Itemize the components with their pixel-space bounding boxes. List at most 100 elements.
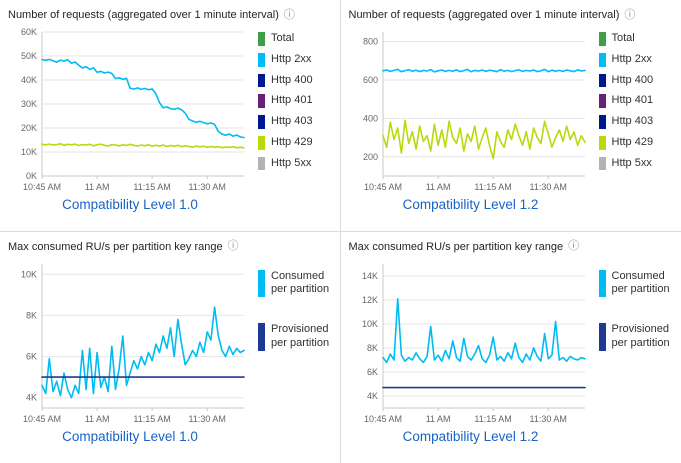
chart-title-row: Max consumed RU/s per partition key rang…: [8, 238, 334, 256]
series-line-http-2xx: [381, 68, 586, 73]
series-line-http-429: [41, 143, 245, 149]
y-tick-label: 8K: [366, 343, 377, 353]
y-tick-label: 6K: [26, 351, 37, 361]
y-tick-label: 6K: [366, 367, 377, 377]
y-tick-label: 800: [362, 37, 377, 47]
legend-item-http-2xx[interactable]: Http 2xx: [598, 52, 676, 67]
chart-body: 4K 6K 8K 10K 12K 14K 10:45 AM 11 AM 11:15 AM 11:3…: [349, 256, 676, 428]
x-tick-label: 11:15 AM: [133, 182, 170, 192]
chart-legend: Consumed per partition Provisioned per pa…: [593, 256, 676, 351]
legend-item-http-2xx[interactable]: Http 2xx: [258, 52, 334, 67]
series-line-consumed-per-partition: [41, 305, 245, 398]
series-line-consumed-per-partition: [381, 297, 586, 363]
legend-item-http-5xx[interactable]: Http 5xx: [258, 156, 334, 171]
legend-swatch: [258, 269, 265, 297]
chart-title: Max consumed RU/s per partition key rang…: [348, 240, 564, 253]
y-tick-label: 4K: [26, 392, 37, 402]
x-tick-label: 11:30 AM: [529, 182, 566, 192]
x-tick-label: 11:30 AM: [529, 414, 566, 424]
legend-label: Http 2xx: [611, 52, 652, 65]
legend-label: Consumed per partition: [271, 269, 330, 296]
chart-body: 0K 10K 20K 30K 40K 50K 60K 10:45 AM 11 AM 11:15 A…: [8, 24, 334, 196]
series-line-http-429: [381, 119, 586, 160]
legend-swatch: [598, 52, 606, 67]
legend-label: Http 5xx: [271, 156, 312, 169]
line-chart: 4K 6K 8K 10K 12K 14K 10:45 AM 11 AM 11:15 AM 11:3…: [349, 256, 593, 428]
legend-item-provisioned-per-partition[interactable]: Provisioned per partition: [598, 323, 676, 351]
legend-item-http-403[interactable]: Http 403: [258, 115, 334, 129]
chart-panel-requests-level-1-2: Number of requests (aggregated over 1 mi…: [340, 0, 681, 232]
legend-swatch: [598, 32, 606, 46]
legend-label: Http 403: [611, 115, 654, 127]
legend-swatch: [598, 269, 606, 297]
chart-title: Number of requests (aggregated over 1 mi…: [348, 9, 620, 21]
legend-swatch: [258, 32, 265, 46]
chart-body: 200 400 600 800 10:45 AM 11 AM 11:15 AM 11:30 A…: [349, 24, 676, 196]
legend-swatch: [258, 156, 265, 171]
chart-title: Max consumed RU/s per partition key rang…: [8, 240, 223, 253]
legend-item-consumed-per-partition[interactable]: Consumed per partition: [258, 269, 334, 297]
legend-item-http-403[interactable]: Http 403: [598, 115, 676, 129]
legend-item-consumed-per-partition[interactable]: Consumed per partition: [598, 269, 676, 297]
legend-label: Http 403: [271, 115, 313, 127]
info-icon[interactable]: ⓘ: [227, 240, 239, 252]
legend-item-provisioned-per-partition[interactable]: Provisioned per partition: [258, 323, 334, 351]
legend-item-total[interactable]: Total: [598, 32, 676, 46]
x-tick-label: 11 AM: [425, 182, 450, 192]
line-chart: 0K 10K 20K 30K 40K 50K 60K 10:45 AM 11 AM 11:15 A…: [8, 24, 252, 196]
legend-item-http-401[interactable]: Http 401: [598, 94, 676, 108]
chart-caption: Compatibility Level 1.2: [402, 428, 539, 444]
x-tick-label: 10:45 AM: [363, 182, 401, 192]
x-tick-label: 11:30 AM: [189, 414, 226, 424]
x-tick-label: 11 AM: [425, 414, 450, 424]
legend-label: Http 2xx: [271, 52, 312, 65]
legend-label: Http 429: [611, 135, 654, 148]
legend-label: Http 400: [271, 73, 313, 86]
chart-legend: Total Http 2xx Http 400 Http 401 Http 403 Htt…: [252, 24, 334, 171]
legend-item-http-400[interactable]: Http 400: [258, 73, 334, 88]
legend-swatch: [598, 323, 606, 351]
legend-label: Http 401: [611, 94, 654, 107]
chart-panel-ru-level-1-2: Max consumed RU/s per partition key rang…: [340, 231, 681, 463]
y-tick-label: 50K: [21, 51, 37, 61]
legend-item-http-5xx[interactable]: Http 5xx: [598, 156, 676, 171]
info-icon[interactable]: ⓘ: [624, 8, 636, 21]
y-tick-label: 10K: [21, 147, 37, 157]
legend-item-http-429[interactable]: Http 429: [258, 135, 334, 150]
chart-caption: Compatibility Level 1.0: [62, 197, 198, 212]
legend-label: Http 5xx: [611, 156, 652, 169]
x-tick-label: 11:15 AM: [133, 414, 170, 424]
y-tick-label: 30K: [21, 99, 37, 109]
chart-caption: Compatibility Level 1.0: [62, 428, 198, 444]
legend-swatch: [598, 73, 606, 88]
x-tick-label: 11:30 AM: [189, 182, 226, 192]
legend-item-http-429[interactable]: Http 429: [598, 135, 676, 150]
line-chart: 4K 6K 8K 10K 10:45 AM 11 AM 11:15 AM 11:30 AM: [8, 256, 252, 428]
legend-item-http-400[interactable]: Http 400: [598, 73, 676, 88]
chart-title-row: Number of requests (aggregated over 1 mi…: [8, 6, 334, 24]
legend-swatch: [258, 94, 265, 108]
series-line-http-2xx: [41, 58, 245, 139]
legend-label: Http 400: [611, 73, 654, 86]
y-tick-label: 60K: [21, 27, 37, 37]
legend-item-total[interactable]: Total: [258, 32, 334, 46]
y-tick-label: 8K: [26, 310, 37, 320]
legend-swatch: [598, 94, 606, 108]
y-tick-label: 4K: [366, 391, 377, 401]
chart-body: 4K 6K 8K 10K 10:45 AM 11 AM 11:15 AM 11:30 AM C…: [8, 256, 334, 428]
y-tick-label: 200: [362, 152, 377, 162]
info-icon[interactable]: ⓘ: [568, 240, 580, 252]
chart-title-row: Number of requests (aggregated over 1 mi…: [349, 6, 676, 24]
y-tick-label: 40K: [21, 75, 37, 85]
chart-svg: 4K 6K 8K 10K 10:45 AM 11 AM 11:15 AM 11:30 AM: [21, 263, 245, 424]
legend-label: Consumed per partition: [611, 269, 670, 296]
x-tick-label: 10:45 AM: [363, 414, 401, 424]
legend-item-http-401[interactable]: Http 401: [258, 94, 334, 108]
chart-svg: 0K 10K 20K 30K 40K 50K 60K 10:45 AM 11 AM 11:15 A…: [21, 27, 245, 192]
legend-swatch: [258, 135, 265, 150]
legend-swatch: [598, 115, 606, 129]
y-tick-label: 10K: [361, 319, 377, 329]
y-tick-label: 14K: [361, 271, 377, 281]
info-icon[interactable]: ⓘ: [283, 8, 295, 21]
